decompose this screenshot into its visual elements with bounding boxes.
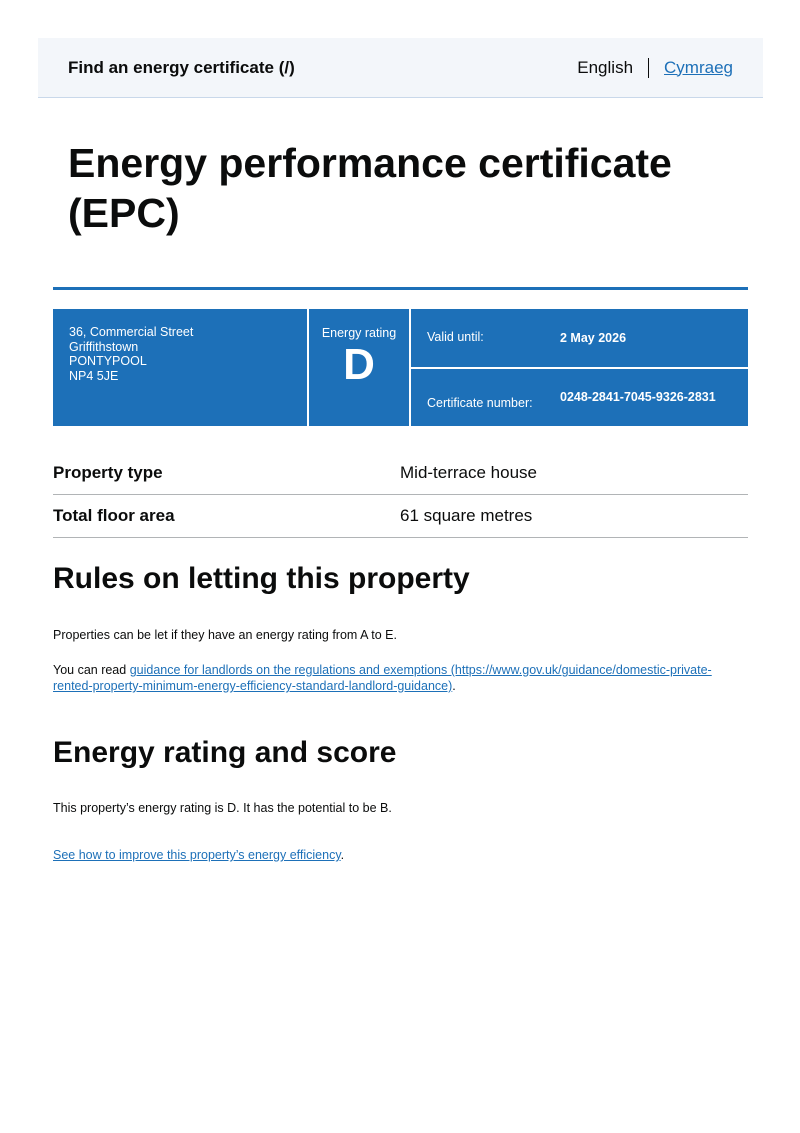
address-line: 36, Commercial Street	[69, 325, 194, 339]
improve-efficiency-link[interactable]: See how to improve this property’s energ…	[53, 848, 341, 862]
address-line: PONTYPOOL	[69, 354, 147, 368]
landlord-guidance-link[interactable]: guidance for landlords on the regulation…	[53, 663, 712, 693]
certificate-number-value: 0248-2841-7045-9326-2831	[560, 390, 716, 405]
brand-url: (/)	[278, 57, 295, 77]
service-name[interactable]: Find an energy certificate (/)	[68, 58, 295, 78]
valid-until-label: Valid until:	[427, 330, 484, 345]
certificate-number-row: Certificate number: 0248-2841-7045-9326-2…	[411, 368, 748, 426]
letting-guidance: You can read guidance for landlords on t…	[53, 662, 743, 694]
lang-cymraeg-link[interactable]: Cymraeg	[664, 57, 733, 77]
certificate-number-label: Certificate number:	[427, 395, 533, 410]
improve-suffix: .	[340, 848, 345, 862]
address-line: Griffithstown	[69, 339, 139, 354]
letting-text: Properties can be let if they have an en…	[53, 628, 397, 642]
language-switcher: English Cymraeg	[577, 57, 733, 78]
energy-rating-letter: D	[343, 340, 375, 389]
certificate-info: Valid until: 2 May 2026 Certificate numbe…	[411, 309, 748, 426]
detail-row: Total floor area 61 square metres	[53, 495, 748, 538]
detail-value: Mid-terrace house	[400, 463, 538, 482]
valid-until-row: Valid until: 2 May 2026	[411, 309, 748, 367]
epc-summary: 36, Commercial Street Griffithstown PONT…	[53, 309, 748, 426]
property-address: 36, Commercial Street Griffithstown PONT…	[53, 309, 307, 426]
valid-until-value: 2 May 2026	[560, 330, 627, 345]
title-divider	[53, 287, 748, 290]
improve-paragraph: See how to improve this property’s energ…	[53, 847, 743, 863]
energy-rating-box: Energy rating D	[309, 309, 409, 426]
guidance-prefix: You can read	[53, 663, 130, 677]
lang-divider	[648, 57, 650, 78]
detail-value: 61 square metres	[400, 506, 533, 525]
rating-text: This property’s energy rating is D. It h…	[53, 801, 392, 815]
detail-key: Property type	[53, 463, 163, 482]
page-title: Energy performance certificate (EPC)	[68, 140, 672, 236]
detail-row: Property type Mid-terrace house	[53, 452, 748, 495]
detail-key: Total floor area	[53, 506, 175, 525]
letting-heading: Rules on letting this property	[53, 562, 470, 595]
property-details: Property type Mid-terrace house Total flo…	[53, 452, 748, 538]
address-postcode: NP4 5JE	[69, 368, 119, 383]
lang-english: English	[577, 57, 634, 77]
rating-score-heading: Energy rating and score	[53, 736, 397, 769]
guidance-suffix: .	[452, 679, 456, 693]
site-header: Find an energy certificate (/) English C…	[38, 38, 763, 98]
energy-rating-label: Energy rating	[321, 326, 397, 340]
brand-text: Find an energy certificate	[68, 57, 274, 77]
